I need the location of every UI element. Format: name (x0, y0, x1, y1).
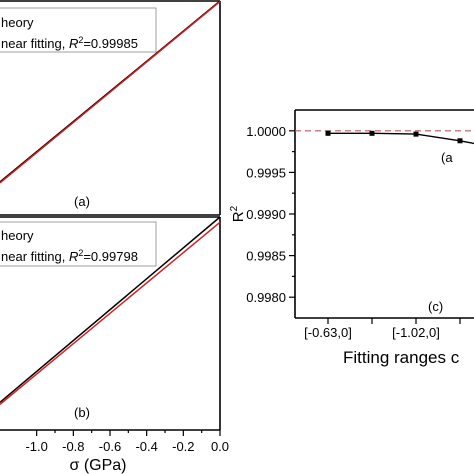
panel-b-label: (b) (74, 405, 90, 420)
panel-b-xtick-label: -1.0 (25, 439, 47, 454)
panel-b-series (0, 216, 221, 405)
panel-c-ylabel: R2 (229, 205, 247, 222)
panel-b-legend-fit-r: R (69, 249, 78, 264)
panel-c-point (457, 138, 463, 144)
panel-b-xtick-label: -0.8 (62, 439, 84, 454)
panel-c-ytick-label: 0.9980 (246, 290, 286, 305)
panel-b-legend-theory: heory (1, 228, 34, 243)
panel-b-line-theory (0, 216, 221, 403)
panel-b-xticks: -1.0 -0.8 -0.6 -0.4 -0.2 0.0 (25, 430, 229, 454)
panel-a-legend (0, 7, 157, 53)
panel-c-yticks: 0.9980 0.9985 0.9990 0.9995 1.0000 (246, 124, 295, 305)
panel-c-inner-label: (a (441, 150, 453, 165)
panel-b-xtick-label: -0.2 (172, 439, 194, 454)
panel-a-line-linear-fit (0, 1, 221, 184)
panel-c-point (413, 131, 419, 137)
panel-c-line (328, 132, 474, 145)
panel-a-series (0, 0, 221, 184)
panel-c-ytick-label: 0.9995 (246, 165, 286, 180)
panel-b-legend-fit-text: near fitting, (1, 249, 69, 264)
panel-b-xtick-label: -0.4 (135, 439, 157, 454)
panel-c-point (325, 130, 331, 136)
panel-c-ytick-label: 0.9990 (246, 207, 286, 222)
panel-c-ytick-label: 1.0000 (246, 124, 286, 139)
panel-c-ytick-label: 0.9985 (246, 249, 286, 264)
panel-a-label: (a) (74, 194, 90, 209)
panel-a-legend-fit-value: =0.99985 (83, 36, 138, 51)
panel-a: heory near fitting, R2=0.99985 (a) (0, 0, 221, 216)
panel-b-legend-fit-sup: 2 (78, 248, 83, 258)
panel-c-series (325, 130, 474, 145)
panel-b-xtick-label: -0.6 (99, 439, 121, 454)
panel-c-ylabel-sup: 2 (229, 205, 240, 211)
panel-c-xlabel: Fitting ranges c (343, 348, 460, 367)
panel-b-xtick-label: 0.0 (211, 439, 229, 454)
panel-b-line-linear-fit (0, 221, 221, 405)
panel-b: -1.0 -0.8 -0.6 -0.4 -0.2 0.0 heory near fitti… (0, 216, 229, 474)
panel-b-legend-fit: near fitting, R2=0.99798 (1, 248, 138, 264)
panel-a-legend-fit: near fitting, R2=0.99985 (1, 35, 138, 51)
panel-a-legend-theory: heory (1, 15, 34, 30)
panel-b-legend (0, 221, 157, 267)
panel-a-legend-fit-r: R (69, 36, 78, 51)
panel-c: 0.9980 0.9985 0.9990 0.9995 1.0000 [-0.63,0]… (229, 109, 474, 367)
panel-c-xticks: [-0.63,0][-1.02,0][- (304, 318, 461, 340)
panel-c-xtick-label: [-0.63,0] (304, 325, 352, 340)
panel-c-label: (c) (428, 299, 443, 314)
panel-b-xlabel: σ (GPa) (70, 457, 127, 474)
panel-a-legend-fit-text: near fitting, (1, 36, 69, 51)
panel-c-point (369, 130, 375, 136)
panel-c-ylabel-r: R (230, 211, 247, 222)
panel-b-legend-fit-value: =0.99798 (83, 249, 138, 264)
panel-a-legend-fit-sup: 2 (78, 35, 83, 45)
panel-c-xtick-label: [-1.02,0] (392, 325, 440, 340)
